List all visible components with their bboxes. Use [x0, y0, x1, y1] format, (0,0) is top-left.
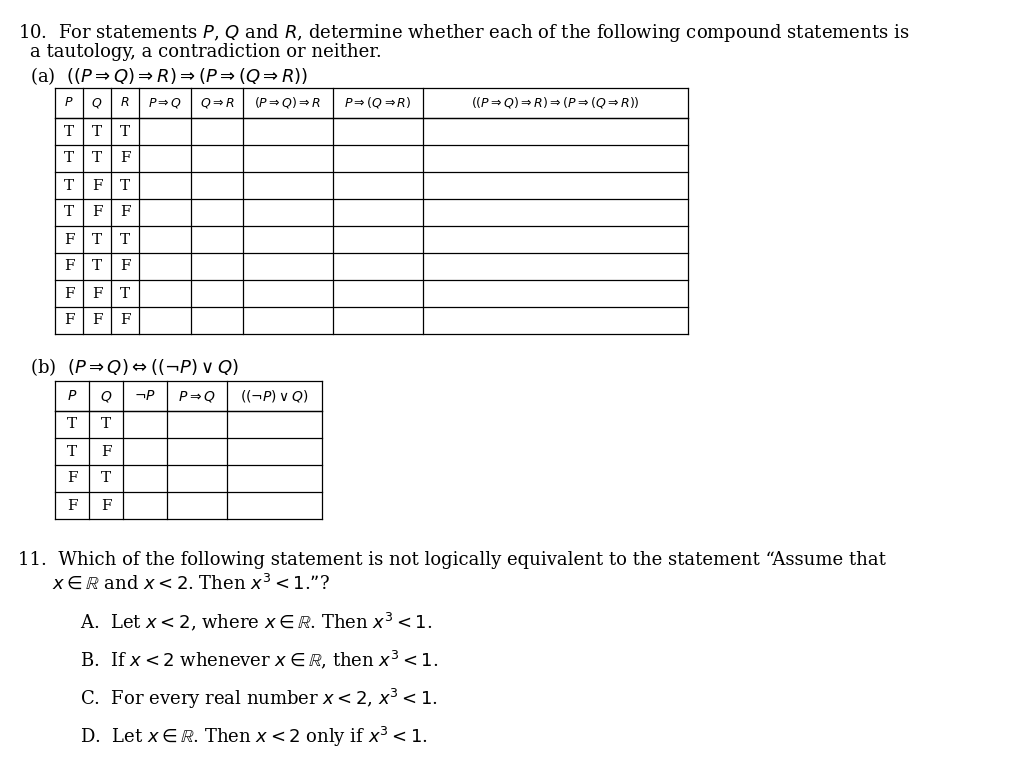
Text: F: F: [67, 472, 77, 486]
Text: $P\Rightarrow(Q\Rightarrow R)$: $P\Rightarrow(Q\Rightarrow R)$: [344, 96, 412, 110]
Text: $Q \Rightarrow R$: $Q \Rightarrow R$: [200, 96, 234, 110]
Text: $(P\Rightarrow Q)\Rightarrow R$: $(P\Rightarrow Q)\Rightarrow R$: [254, 96, 322, 110]
Text: F: F: [63, 260, 75, 274]
Text: F: F: [92, 179, 102, 193]
Text: A.  Let $x < 2$, where $x \in \mathbb{R}$. Then $x^3 < 1$.: A. Let $x < 2$, where $x \in \mathbb{R}$…: [80, 611, 432, 634]
Text: F: F: [92, 206, 102, 220]
Text: C.  For every real number $x < 2$, $x^3 < 1$.: C. For every real number $x < 2$, $x^3 <…: [80, 687, 438, 711]
Text: $R$: $R$: [120, 96, 130, 109]
Text: $P \Rightarrow Q$: $P \Rightarrow Q$: [178, 389, 216, 403]
Text: D.  Let $x \in \mathbb{R}$. Then $x < 2$ only if $x^3 < 1$.: D. Let $x \in \mathbb{R}$. Then $x < 2$ …: [80, 725, 428, 749]
Text: a tautology, a contradiction or neither.: a tautology, a contradiction or neither.: [30, 43, 382, 61]
Text: (b)  $(P \Rightarrow Q) \Leftrightarrow ((\neg P) \vee Q)$: (b) $(P \Rightarrow Q) \Leftrightarrow (…: [30, 356, 239, 378]
Text: F: F: [92, 314, 102, 328]
Text: F: F: [67, 499, 77, 513]
Text: T: T: [92, 124, 102, 139]
Text: $P \Rightarrow Q$: $P \Rightarrow Q$: [147, 96, 182, 110]
Text: F: F: [100, 445, 112, 459]
Text: T: T: [101, 418, 111, 432]
Text: $Q$: $Q$: [91, 96, 102, 110]
Text: $Q$: $Q$: [99, 389, 113, 403]
Text: F: F: [63, 233, 75, 247]
Text: T: T: [92, 233, 102, 247]
Text: T: T: [120, 179, 130, 193]
Text: F: F: [120, 314, 130, 328]
Text: T: T: [63, 179, 74, 193]
Text: F: F: [63, 287, 75, 301]
Text: T: T: [67, 445, 77, 459]
Text: $P$: $P$: [65, 96, 74, 109]
Text: F: F: [63, 314, 75, 328]
Text: T: T: [63, 151, 74, 166]
Text: $x \in \mathbb{R}$ and $x < 2$. Then $x^3 < 1$.”?: $x \in \mathbb{R}$ and $x < 2$. Then $x^…: [18, 573, 330, 592]
Text: T: T: [120, 287, 130, 301]
Text: $((\neg P)\vee Q)$: $((\neg P)\vee Q)$: [240, 388, 309, 404]
Text: 10.  For statements $P$, $Q$ and $R$, determine whether each of the following co: 10. For statements $P$, $Q$ and $R$, det…: [18, 22, 909, 44]
Text: 11.  Which of the following statement is not logically equivalent to the stateme: 11. Which of the following statement is …: [18, 551, 886, 569]
Text: T: T: [92, 260, 102, 274]
Text: F: F: [100, 499, 112, 513]
Text: F: F: [120, 206, 130, 220]
Text: $P$: $P$: [67, 389, 77, 403]
Text: T: T: [120, 124, 130, 139]
Text: T: T: [101, 472, 111, 486]
Text: F: F: [120, 151, 130, 166]
Text: (a)  $((P \Rightarrow Q) \Rightarrow R) \Rightarrow (P \Rightarrow (Q \Rightarro: (a) $((P \Rightarrow Q) \Rightarrow R) \…: [30, 65, 308, 87]
Text: $\neg P$: $\neg P$: [134, 389, 156, 403]
Text: T: T: [67, 418, 77, 432]
Text: T: T: [63, 206, 74, 220]
Text: $((P\Rightarrow Q)\Rightarrow R)\Rightarrow(P\Rightarrow(Q\Rightarrow R))$: $((P\Rightarrow Q)\Rightarrow R)\Rightar…: [471, 96, 640, 110]
Text: F: F: [92, 287, 102, 301]
Text: T: T: [92, 151, 102, 166]
Text: B.  If $x < 2$ whenever $x \in \mathbb{R}$, then $x^3 < 1$.: B. If $x < 2$ whenever $x \in \mathbb{R}…: [80, 649, 438, 672]
Text: T: T: [120, 233, 130, 247]
Text: T: T: [63, 124, 74, 139]
Text: F: F: [120, 260, 130, 274]
